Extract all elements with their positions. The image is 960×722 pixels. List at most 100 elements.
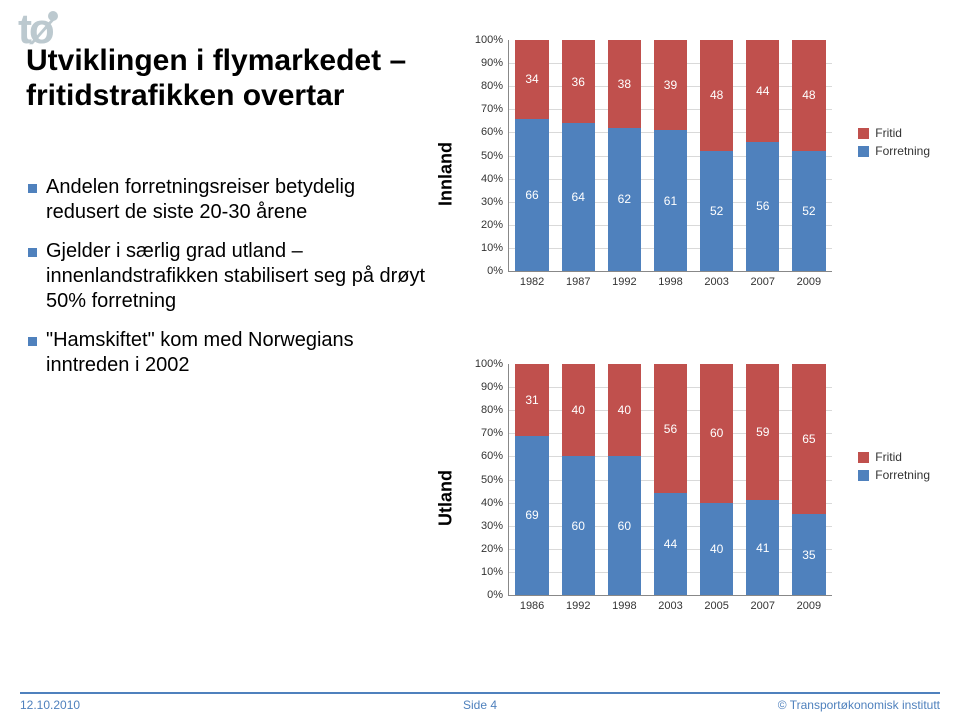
y-tick-label: 40% — [481, 173, 509, 185]
segment-label: 48 — [710, 88, 723, 102]
bar-slot: 31691986 — [509, 364, 555, 595]
bar-slot: 48522009 — [786, 40, 832, 271]
segment-forretning: 64 — [562, 123, 595, 271]
x-tick-label: 1982 — [520, 271, 544, 288]
segment-forretning: 61 — [654, 130, 687, 271]
segment-label: 40 — [710, 542, 723, 556]
chart-utland: Utland 0%10%20%30%40%50%60%70%80%90%100%… — [460, 358, 930, 638]
segment-forretning: 40 — [700, 503, 733, 595]
segment-fritid: 40 — [562, 364, 595, 456]
bar-slot: 48522003 — [694, 40, 740, 271]
bar-slot: 65352009 — [786, 364, 832, 595]
stacked-bar: 48 52 — [700, 40, 733, 271]
legend-swatch-fritid — [858, 128, 869, 139]
x-tick-label: 1986 — [520, 595, 544, 612]
bar-slot: 59412007 — [740, 364, 786, 595]
bar-slot: 60402005 — [694, 364, 740, 595]
legend-row-forretning: Forretning — [858, 144, 930, 158]
legend-swatch-forretning — [858, 146, 869, 157]
legend-innland: Fritid Forretning — [858, 126, 930, 162]
segment-label: 38 — [618, 77, 631, 91]
bars-container: 3169198640601992406019985644200360402005… — [509, 364, 832, 595]
segment-forretning: 52 — [700, 151, 733, 271]
segment-label: 44 — [664, 537, 677, 551]
footer-date: 12.10.2010 — [20, 698, 80, 712]
y-tick-label: 70% — [481, 427, 509, 439]
y-tick-label: 30% — [481, 520, 509, 532]
logo-dot — [48, 11, 58, 21]
stacked-bar: 56 44 — [654, 364, 687, 595]
segment-fritid: 34 — [515, 40, 548, 119]
y-tick-label: 100% — [475, 34, 509, 46]
legend-label-forretning: Forretning — [875, 144, 930, 158]
segment-label: 52 — [710, 204, 723, 218]
segment-label: 52 — [802, 204, 815, 218]
bullet-item: Andelen forretningsreiser betydelig redu… — [28, 175, 428, 225]
y-tick-label: 50% — [481, 474, 509, 486]
segment-forretning: 60 — [562, 456, 595, 595]
stacked-bar: 4060 — [562, 364, 595, 595]
y-tick-label: 60% — [481, 450, 509, 462]
bullet-item: "Hamskiftet" kom med Norwegians inntrede… — [28, 328, 428, 378]
bar-slot: 36641987 — [555, 40, 601, 271]
y-tick-label: 40% — [481, 497, 509, 509]
legend-utland: Fritid Forretning — [858, 450, 930, 486]
y-tick-label: 90% — [481, 57, 509, 69]
y-tick-label: 10% — [481, 242, 509, 254]
segment-fritid: 48 — [792, 40, 825, 151]
segment-label: 34 — [525, 72, 538, 86]
segment-forretning: 66 — [515, 119, 548, 271]
y-tick-label: 0% — [487, 265, 509, 277]
x-tick-label: 1987 — [566, 271, 590, 288]
stacked-bar: 34 66 — [515, 40, 548, 271]
x-tick-label: 2005 — [704, 595, 728, 612]
chart-ylabel-utland: Utland — [436, 470, 457, 526]
stacked-bar: 59 41 — [746, 364, 779, 595]
segment-label: 48 — [802, 88, 815, 102]
segment-fritid: 31 — [515, 364, 548, 436]
segment-fritid: 40 — [608, 364, 641, 456]
footer-page: Side 4 — [463, 698, 497, 712]
segment-label: 35 — [802, 548, 815, 562]
y-tick-label: 10% — [481, 566, 509, 578]
chart-ylabel-innland: Innland — [436, 142, 457, 206]
bars-container: 3466198236641987386219923961199848522003… — [509, 40, 832, 271]
y-tick-label: 60% — [481, 126, 509, 138]
segment-label: 61 — [664, 194, 677, 208]
y-tick-label: 0% — [487, 589, 509, 601]
segment-label: 69 — [525, 508, 538, 522]
segment-fritid: 48 — [700, 40, 733, 151]
segment-label: 56 — [664, 422, 677, 436]
plot-area-utland: 0%10%20%30%40%50%60%70%80%90%100%3169198… — [508, 364, 832, 596]
segment-forretning: 35 — [792, 514, 825, 595]
stacked-bar: 44 56 — [746, 40, 779, 271]
segment-label: 41 — [756, 541, 769, 555]
legend-row-fritid: Fritid — [858, 450, 930, 464]
legend-label-fritid: Fritid — [875, 450, 902, 464]
footer-copyright: © Transportøkonomisk institutt — [778, 698, 940, 712]
legend-label-forretning: Forretning — [875, 468, 930, 482]
stacked-bar: 60 40 — [700, 364, 733, 595]
stacked-bar: 4060 — [608, 364, 641, 595]
segment-forretning: 56 — [746, 142, 779, 271]
segment-label: 59 — [756, 425, 769, 439]
x-tick-label: 2003 — [658, 595, 682, 612]
y-tick-label: 80% — [481, 80, 509, 92]
bar-slot: 38621992 — [601, 40, 647, 271]
y-tick-label: 80% — [481, 404, 509, 416]
segment-label: 64 — [572, 190, 585, 204]
segment-forretning: 44 — [654, 493, 687, 595]
stacked-bar: 39 61 — [654, 40, 687, 271]
segment-label: 31 — [525, 393, 538, 407]
segment-label: 44 — [756, 84, 769, 98]
segment-label: 56 — [756, 199, 769, 213]
stacked-bar: 48 52 — [792, 40, 825, 271]
y-tick-label: 30% — [481, 196, 509, 208]
segment-fritid: 39 — [654, 40, 687, 130]
bar-slot: 34661982 — [509, 40, 555, 271]
segment-fritid: 60 — [700, 364, 733, 503]
plot-area-innland: 0%10%20%30%40%50%60%70%80%90%100%3466198… — [508, 40, 832, 272]
legend-swatch-forretning — [858, 470, 869, 481]
x-tick-label: 1992 — [566, 595, 590, 612]
segment-fritid: 36 — [562, 40, 595, 123]
